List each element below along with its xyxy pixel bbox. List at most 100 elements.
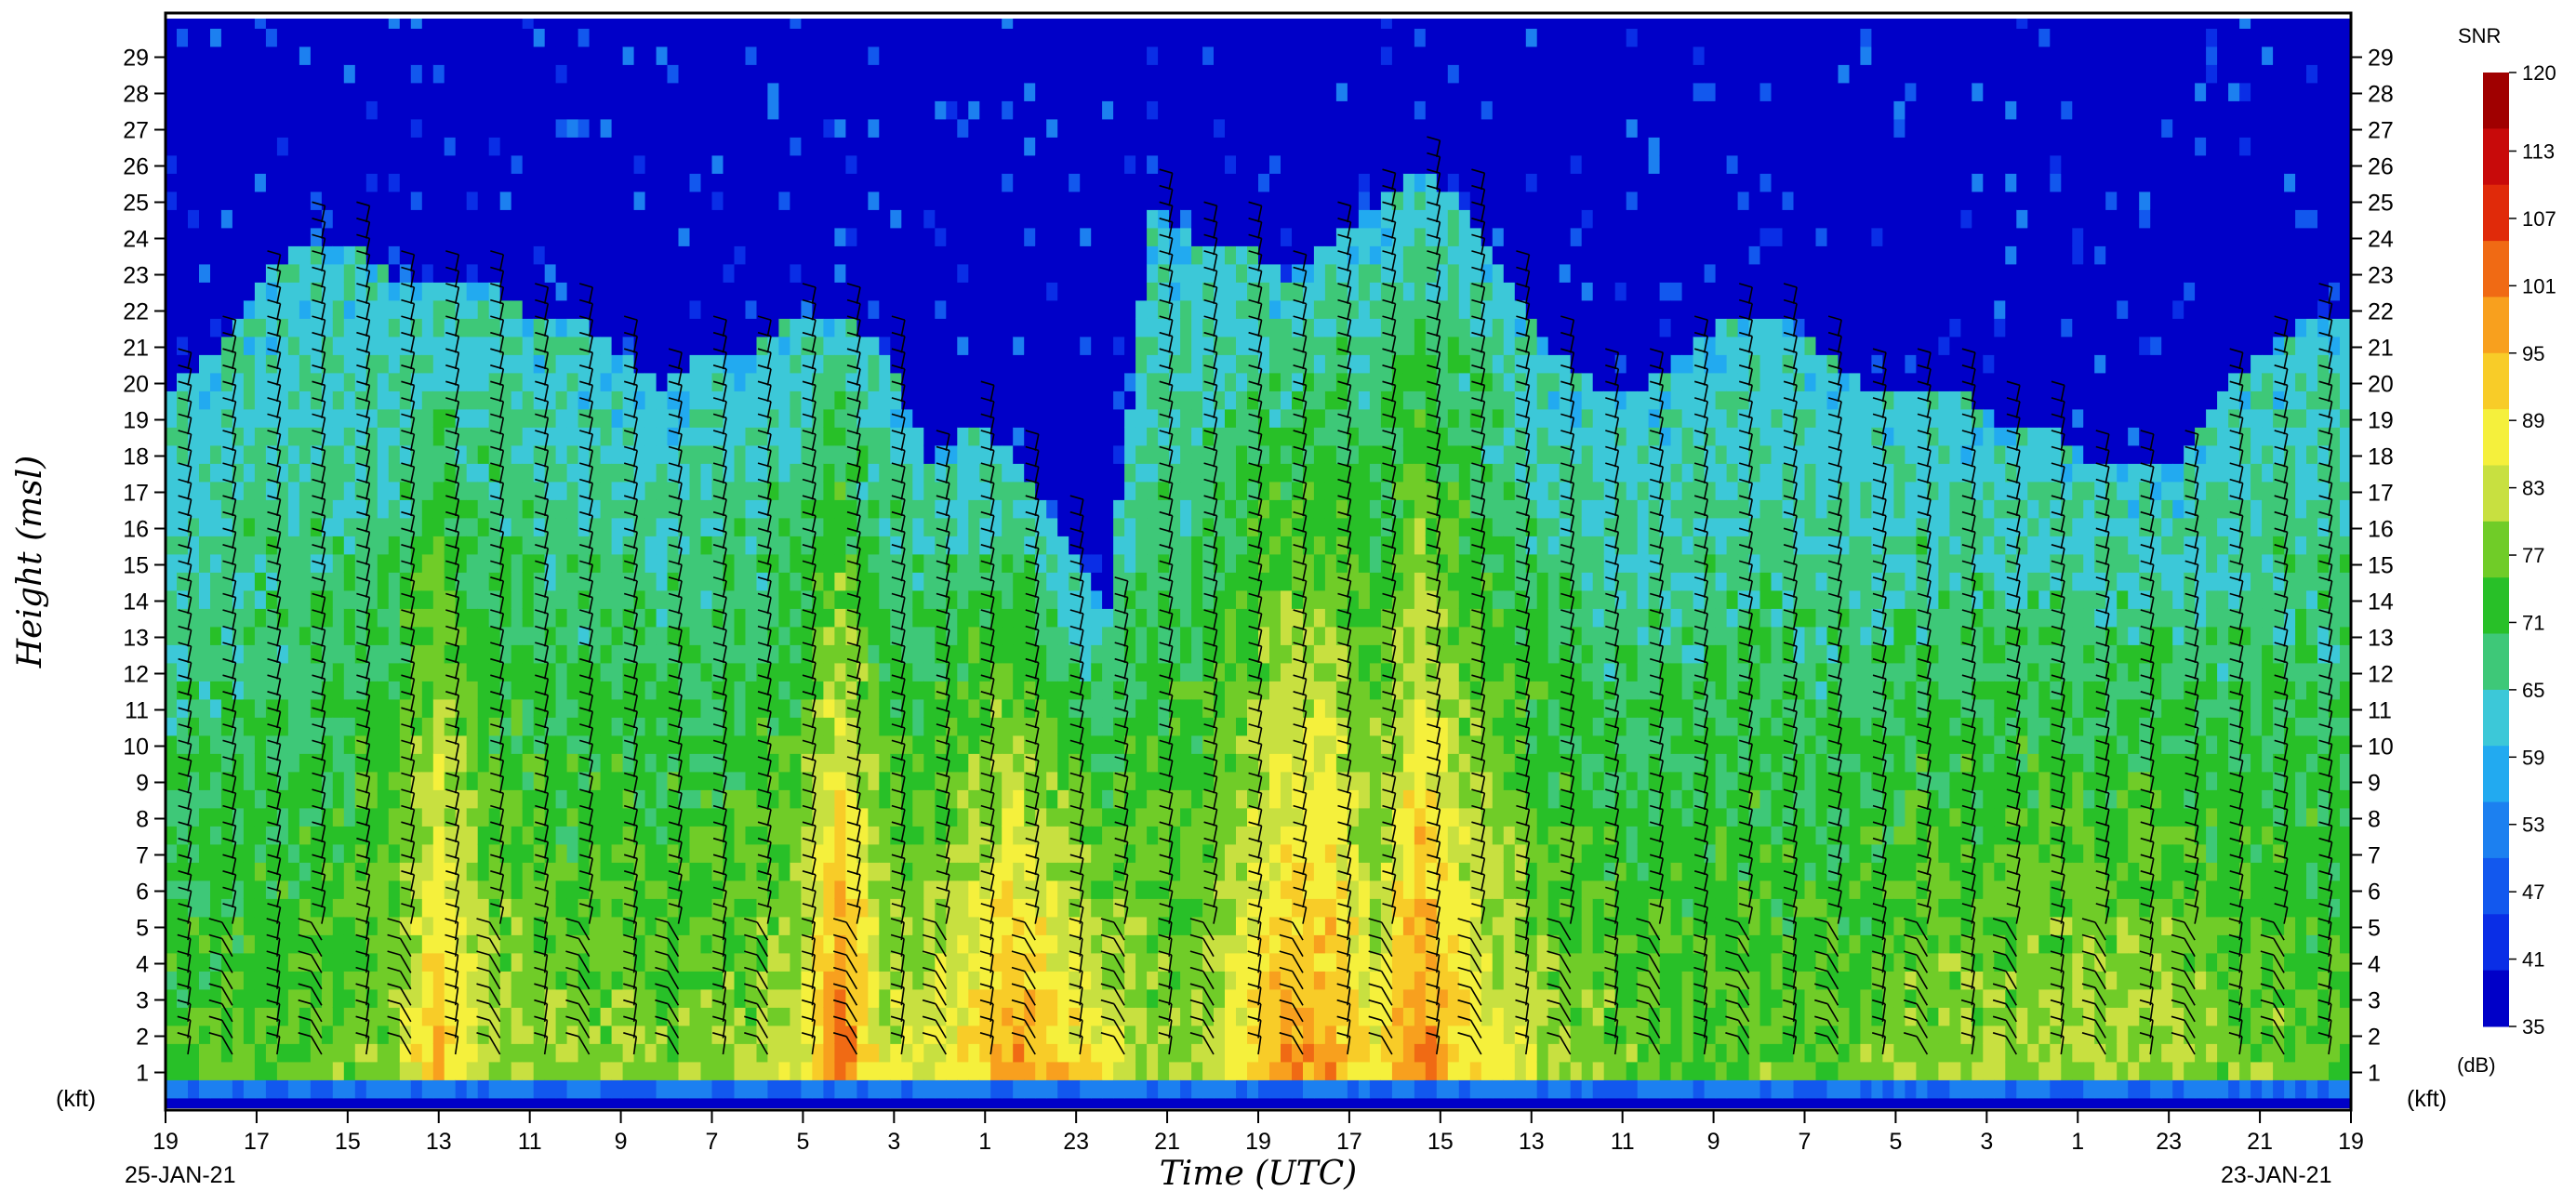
- heat-cell: [1046, 390, 1058, 410]
- heat-cell: [265, 354, 278, 374]
- heat-cell: [254, 82, 267, 101]
- heat-cell: [1069, 988, 1081, 1008]
- heat-cell: [700, 390, 713, 410]
- heat-cell: [689, 227, 702, 246]
- heat-cell: [734, 843, 747, 863]
- heat-cell: [678, 118, 691, 138]
- heat-cell: [477, 662, 490, 682]
- heat-cell: [488, 191, 501, 210]
- heat-cell: [421, 1025, 434, 1044]
- heat-cell: [700, 589, 713, 609]
- heat-cell: [834, 64, 846, 84]
- heat-cell: [488, 209, 501, 229]
- heat-cell: [678, 1025, 691, 1044]
- heat-cell: [1046, 318, 1058, 337]
- heat-cell: [254, 154, 267, 174]
- heat-cell: [265, 463, 278, 483]
- heat-cell: [600, 553, 613, 573]
- heat-cell: [343, 880, 356, 899]
- heat-cell: [600, 245, 613, 265]
- heat-cell: [834, 843, 846, 863]
- heat-cell: [466, 354, 479, 374]
- heat-cell: [243, 898, 256, 918]
- heat-cell: [1002, 1043, 1014, 1063]
- heat-cell: [1002, 898, 1014, 918]
- heat-cell: [177, 499, 189, 519]
- heat-cell: [923, 1007, 936, 1026]
- heat-cell: [823, 191, 835, 210]
- heat-cell: [1080, 282, 1092, 301]
- heat-cell: [890, 1079, 902, 1099]
- heat-cell: [299, 988, 312, 1008]
- heat-cell: [700, 934, 713, 954]
- heat-cell: [778, 517, 790, 536]
- heat-cell: [745, 299, 758, 319]
- heat-cell: [276, 100, 289, 120]
- heat-cell: [188, 971, 200, 990]
- heat-cell: [388, 28, 401, 47]
- heat-cell: [734, 934, 747, 954]
- heat-cell: [1046, 843, 1058, 863]
- heat-cell: [890, 843, 902, 863]
- heat-cell: [444, 408, 457, 428]
- heat-cell: [343, 282, 356, 301]
- heat-cell: [220, 390, 233, 410]
- heat-cell: [421, 698, 434, 718]
- heat-cell: [656, 245, 669, 265]
- heat-cell: [477, 64, 490, 84]
- heat-cell: [210, 807, 222, 827]
- heat-cell: [968, 209, 980, 229]
- heat-cell: [477, 118, 490, 138]
- heat-cell: [310, 354, 323, 374]
- heat-cell: [834, 137, 846, 156]
- heat-cell: [343, 952, 356, 972]
- heat-cell: [778, 19, 790, 29]
- heat-cell: [957, 826, 969, 845]
- heat-cell: [890, 209, 902, 229]
- heat-cell: [343, 408, 356, 428]
- heat-cell: [879, 843, 891, 863]
- heat-cell: [968, 826, 980, 845]
- heat-cell: [220, 499, 233, 519]
- heat-cell: [1046, 19, 1058, 29]
- heat-cell: [477, 299, 490, 319]
- heat-cell: [477, 608, 490, 628]
- heat-cell: [611, 499, 624, 519]
- heat-cell: [254, 880, 267, 899]
- heat-cell: [700, 336, 713, 355]
- heat-cell: [801, 118, 813, 138]
- heat-cell: [477, 245, 490, 265]
- heat-cell: [321, 971, 334, 990]
- heat-cell: [868, 862, 880, 881]
- heat-cell: [177, 843, 189, 863]
- heat-cell: [589, 137, 602, 156]
- heat-cell: [879, 408, 891, 428]
- heat-cell: [678, 1007, 691, 1026]
- heat-cell: [790, 1043, 802, 1063]
- heat-cell: [700, 64, 713, 84]
- heat-cell: [1013, 263, 1025, 283]
- heat-cell: [1080, 372, 1092, 391]
- heat-cell: [1046, 536, 1058, 555]
- heat-cell: [790, 263, 802, 283]
- heat-cell: [287, 28, 300, 47]
- heat-cell: [644, 1025, 657, 1044]
- heat-cell: [421, 1043, 434, 1063]
- heat-cell: [667, 1079, 680, 1099]
- heat-cell: [299, 1043, 312, 1063]
- heat-cell: [232, 1061, 245, 1080]
- heat-cell: [210, 934, 222, 954]
- heat-cell: [477, 481, 490, 500]
- heat-cell: [210, 118, 222, 138]
- heat-cell: [220, 734, 233, 754]
- heat-cell: [868, 1025, 880, 1044]
- heat-cell: [232, 1007, 245, 1026]
- heat-cell: [544, 191, 557, 210]
- heat-cell: [578, 681, 591, 700]
- heat-cell: [1069, 318, 1081, 337]
- heat-cell: [511, 952, 524, 972]
- heat-cell: [210, 717, 222, 736]
- heat-cell: [444, 137, 457, 156]
- heat-cell: [432, 608, 445, 628]
- heat-cell: [923, 536, 936, 555]
